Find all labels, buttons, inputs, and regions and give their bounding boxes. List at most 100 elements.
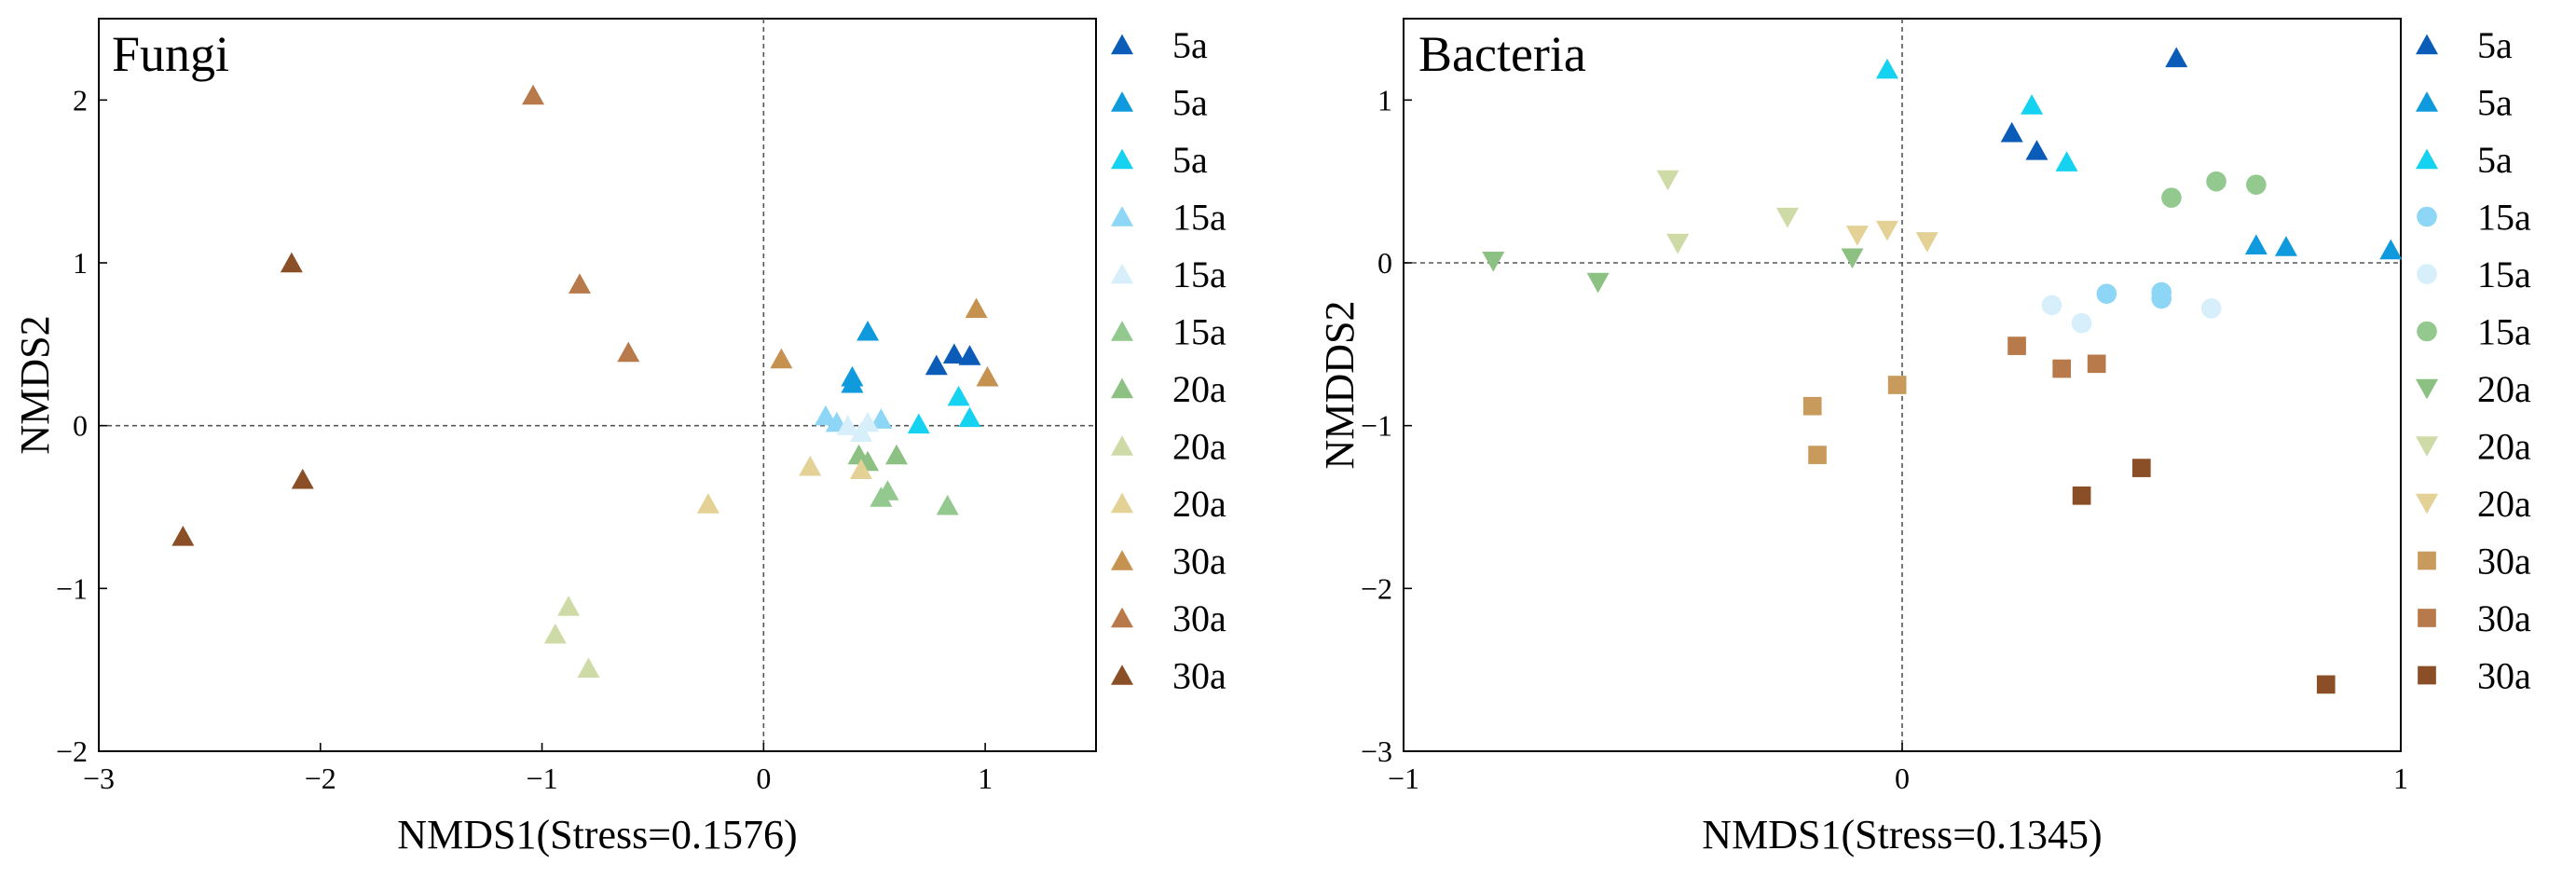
fungi-legend-marker	[1111, 435, 1133, 456]
fungi-data-point	[841, 372, 864, 393]
bacteria-legend-label: 20a	[2477, 368, 2531, 410]
fungi-data-point	[942, 343, 966, 364]
fungi-legend-marker	[1111, 148, 1133, 170]
fungi-legend-label: 15a	[1172, 311, 1226, 353]
bacteria-data-point	[2087, 354, 2106, 374]
fungi-y-tick-label: 0	[73, 409, 88, 443]
fungi-x-tick-label: −3	[83, 761, 115, 795]
fungi-data-point	[976, 365, 999, 387]
fungi-legend-label: 20a	[1172, 483, 1226, 525]
bacteria-data-point	[1666, 233, 1690, 254]
bacteria-data-point	[1656, 170, 1679, 191]
bacteria-data-point	[2200, 298, 2222, 319]
bacteria-data-point	[2161, 187, 2182, 208]
fungi-chart-title: Fungi	[112, 26, 229, 82]
fungi-legend-label: 20a	[1172, 426, 1226, 468]
fungi-legend-label: 5a	[1172, 82, 1208, 124]
bacteria-legend-marker	[2416, 436, 2438, 457]
bacteria-panel: −1 0 1 −3 −2 −1 0 1 Bacteria NMDS1(Stress=0.134…	[1317, 18, 2531, 857]
bacteria-y-tick-label: −3	[1361, 734, 1392, 768]
bacteria-legend-label: 5a	[2477, 82, 2513, 124]
bacteria-legend-marker	[2418, 665, 2436, 685]
bacteria-legend-marker	[2416, 378, 2438, 400]
fungi-data-point	[280, 252, 303, 273]
fungi-x-tick-label: 1	[978, 761, 993, 795]
bacteria-data-point	[2025, 140, 2048, 160]
bacteria-legend-label: 15a	[2477, 311, 2531, 353]
bacteria-legend-label: 15a	[2477, 197, 2531, 239]
bacteria-y-tick-label: 1	[1377, 83, 1392, 117]
bacteria-data-point	[2055, 151, 2078, 171]
fungi-data-point	[557, 596, 581, 616]
bacteria-data-point	[2274, 236, 2297, 256]
fungi-legend-marker	[1111, 34, 1133, 55]
bacteria-data-point	[2072, 486, 2091, 505]
bacteria-y-axis-label: NMDDS2	[1317, 301, 1363, 470]
bacteria-data-point	[2071, 312, 2092, 334]
fungi-x-tick-label: −1	[527, 761, 558, 795]
bacteria-legend-marker	[2416, 91, 2438, 112]
bacteria-data-point	[2041, 295, 2062, 316]
bacteria-data-point	[1841, 248, 1864, 269]
bacteria-legend-marker	[2416, 34, 2438, 55]
bacteria-y-tick-label: 0	[1377, 246, 1392, 280]
bacteria-data-point	[1875, 58, 1898, 79]
fungi-data-points	[171, 84, 999, 679]
bacteria-data-points	[1482, 47, 2403, 694]
fungi-data-point	[907, 413, 930, 434]
fungi-data-point	[522, 84, 545, 105]
fungi-zero-lines	[99, 19, 1096, 751]
bacteria-chart-title: Bacteria	[1418, 26, 1586, 82]
fungi-data-point	[799, 455, 822, 476]
fungi-legend: 5a 5a 5a 15a 15a 15a 20a 20a 20a 30a 30a 30a	[1111, 24, 1226, 697]
bacteria-legend-label: 15a	[2477, 254, 2531, 295]
bacteria-data-point	[2007, 336, 2026, 355]
bacteria-axis-ticks: −1 0 1 −3 −2 −1 0 1	[1361, 83, 2408, 795]
fungi-legend-marker	[1111, 91, 1133, 112]
fungi-data-point	[849, 459, 872, 480]
fungi-legend-label: 30a	[1172, 655, 1226, 697]
bacteria-data-point	[2131, 459, 2151, 477]
bacteria-data-point	[2206, 171, 2227, 192]
fungi-x-tick-label: 0	[756, 761, 771, 795]
bacteria-x-tick-label: 1	[2393, 761, 2408, 795]
fungi-legend-label: 5a	[1172, 24, 1208, 66]
bacteria-data-point	[1808, 446, 1827, 464]
bacteria-y-tick-label: −1	[1361, 409, 1392, 443]
fungi-data-point	[925, 354, 948, 376]
bacteria-legend-label: 20a	[2477, 426, 2531, 468]
bacteria-x-axis-label: NMDS1(Stress=0.1345)	[1702, 812, 2102, 857]
fungi-data-point	[965, 297, 988, 319]
fungi-data-point	[876, 480, 899, 501]
bacteria-legend-label: 20a	[2477, 483, 2531, 525]
bacteria-data-point	[1802, 396, 1822, 416]
fungi-y-tick-label: −2	[56, 734, 88, 768]
fungi-legend-label: 5a	[1172, 139, 1208, 181]
fungi-legend-marker	[1111, 377, 1133, 399]
fungi-legend-marker	[1111, 492, 1133, 514]
bacteria-data-point	[2316, 675, 2336, 694]
fungi-data-point	[617, 341, 640, 363]
fungi-legend-marker	[1111, 263, 1133, 284]
bacteria-data-point	[2021, 94, 2044, 115]
bacteria-x-tick-label: −1	[1388, 761, 1419, 795]
fungi-x-axis-label: NMDS1(Stress=0.1576)	[397, 812, 797, 857]
bacteria-data-point	[2096, 283, 2117, 304]
fungi-data-point	[291, 468, 314, 489]
fungi-data-point	[958, 345, 981, 365]
fungi-data-point	[947, 385, 970, 406]
bacteria-legend-marker	[2418, 551, 2436, 570]
fungi-legend-marker	[1111, 665, 1133, 685]
bacteria-data-point	[1887, 376, 1907, 394]
bacteria-data-point	[1875, 220, 1898, 241]
fungi-legend-label: 30a	[1172, 541, 1226, 583]
bacteria-legend-label: 5a	[2477, 24, 2513, 66]
fungi-data-point	[543, 623, 567, 644]
fungi-y-tick-label: −1	[56, 571, 88, 605]
bacteria-data-point	[1915, 232, 1939, 253]
fungi-y-axis-label: NMDS2	[12, 315, 58, 454]
fungi-data-point	[936, 494, 959, 515]
fungi-plot-frame	[98, 18, 1097, 752]
fungi-data-point	[696, 493, 719, 514]
